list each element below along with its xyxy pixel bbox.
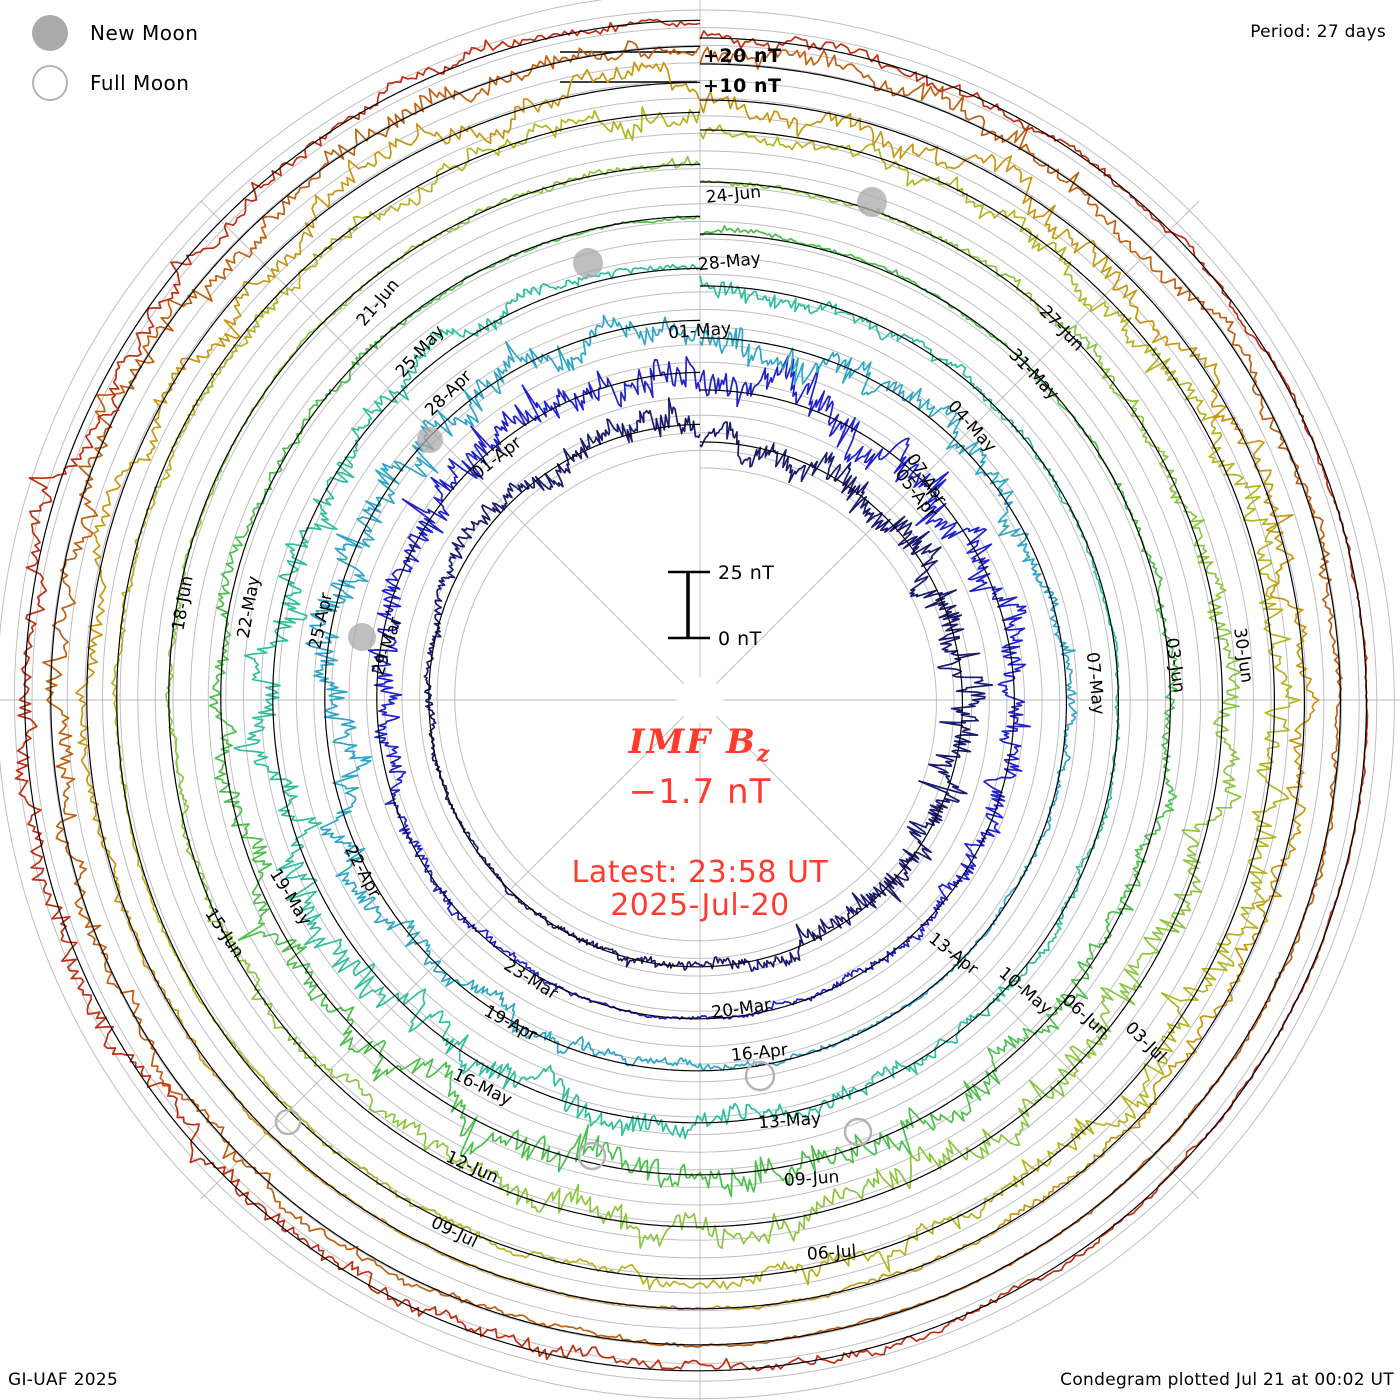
radial-axis-label-plus20: +20 nT [703, 45, 782, 67]
data-trace-ring-6 [110, 105, 1301, 1291]
baseline-ring-9 [24, 19, 1367, 1372]
baseline-ring-7 [86, 81, 1305, 1310]
angular-gridline [715, 715, 1200, 1200]
baseline-ring-8 [50, 45, 1341, 1346]
date-label: 18-Jun [168, 574, 197, 632]
date-label: 01-May [668, 319, 732, 343]
legend-label-full-moon: Full Moon [90, 71, 190, 95]
imf-current-value: −1.7 nT [628, 772, 772, 812]
date-label: 29-Mar [368, 615, 406, 678]
baseline-ring-0 [428, 423, 963, 968]
date-label: 25-May [392, 322, 449, 382]
moon-marker-new [417, 427, 443, 453]
scale-bar-top-label: 25 nT [718, 562, 775, 584]
imf-quantity-title: IMF Bz [0, 722, 1400, 767]
moon-marker-full [577, 1141, 607, 1171]
latest-date-text: 2025-Jul-20 [610, 888, 790, 923]
angular-gridline [200, 715, 685, 1200]
moon-marker-layer [274, 187, 887, 1171]
date-label: 09-Jul [428, 1213, 481, 1253]
date-label: 22-May [234, 574, 265, 639]
baseline-ring-3 [272, 267, 1119, 1124]
moon-marker-new [348, 623, 376, 651]
date-label: 21-Jun [353, 275, 404, 330]
data-trace-ring-8 [42, 40, 1343, 1348]
moon-marker-full [744, 1060, 776, 1092]
radial-gridline [13, 9, 1378, 1382]
full-moon-icon [32, 65, 68, 101]
legend-item-new-moon: New Moon [20, 8, 198, 58]
date-label: 01-Apr [468, 433, 525, 484]
new-moon-icon [32, 15, 68, 51]
moon-marker-new [857, 187, 887, 217]
date-label: 06-Jul [806, 1241, 857, 1264]
baseline-ring-1 [376, 371, 1015, 1020]
moon-phase-legend: New Moon Full Moon [20, 8, 198, 108]
legend-item-full-moon: Full Moon [20, 58, 198, 108]
scale-bar [668, 570, 710, 640]
baseline-ring-6 [116, 111, 1275, 1280]
radial-axis-label-plus10: +10 nT [703, 75, 782, 97]
date-label: 27-Jun [1035, 302, 1088, 356]
latest-time-text: Latest: 23:58 UT [571, 855, 829, 890]
data-trace-ring-3 [233, 263, 1121, 1140]
date-label: 13-May [758, 1109, 822, 1133]
plotted-timestamp-text: Condegram plotted Jul 21 at 00:02 UT [1060, 1370, 1394, 1390]
imf-quantity-name: IMF B [628, 722, 757, 762]
legend-label-new-moon: New Moon [90, 21, 199, 45]
baseline-ring-5 [168, 163, 1223, 1228]
data-trace-ring-7 [75, 61, 1320, 1311]
period-label: Period: 27 days [1250, 22, 1386, 42]
baseline-ring-4 [220, 215, 1171, 1176]
data-trace-ring-2 [305, 314, 1078, 1071]
radial-gridline [31, 27, 1360, 1365]
baseline-ring-2 [324, 319, 1067, 1072]
date-label: 07-May [1082, 651, 1108, 716]
data-trace-ring-0 [423, 397, 994, 972]
moon-marker-new [573, 248, 603, 278]
date-label: 28-May [697, 249, 762, 275]
radial-gridline [207, 203, 1184, 1188]
date-label: 09-Jun [783, 1167, 840, 1191]
moon-marker-full [843, 1117, 873, 1147]
date-label: 20-Mar [710, 995, 772, 1023]
data-layer [14, 18, 1369, 1372]
scale-bar-bottom-label: 0 nT [718, 628, 762, 650]
radial-gridline [137, 132, 1255, 1259]
credit-text: GI-UAF 2025 [8, 1370, 119, 1390]
imf-quantity-subscript: z [756, 740, 772, 767]
moon-marker-full [274, 1108, 302, 1136]
